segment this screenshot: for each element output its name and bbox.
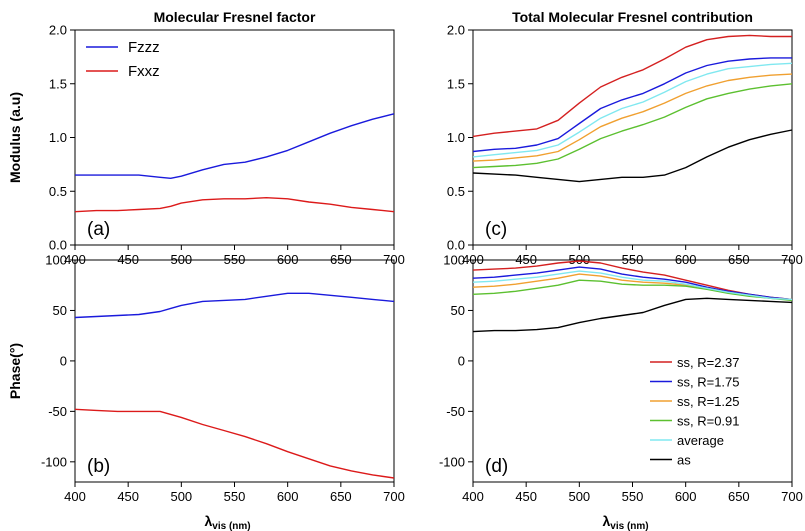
panel-label: (b) xyxy=(87,456,110,477)
y-tick-label: 0 xyxy=(458,353,465,368)
x-tick-label: 450 xyxy=(117,489,139,504)
series-line-c-4 xyxy=(472,62,793,158)
plot-frame xyxy=(74,259,395,483)
plot-frame xyxy=(472,29,793,246)
y-tick-label: 0.0 xyxy=(447,238,465,253)
series-line-c-0 xyxy=(472,34,792,138)
x-tick-label: 400 xyxy=(64,489,86,504)
y-tick-label: 1.5 xyxy=(49,76,67,91)
legend-label: Fxxz xyxy=(128,63,160,80)
series-line-b-1 xyxy=(74,408,395,479)
y-tick-label: 50 xyxy=(451,303,465,318)
series-line-d-4 xyxy=(472,270,793,301)
panel-label: (c) xyxy=(485,219,507,240)
plot-frame xyxy=(74,29,395,246)
y-tick-label: 0.0 xyxy=(49,238,67,253)
x-tick-label: 650 xyxy=(330,489,352,504)
x-tick-label: 600 xyxy=(675,489,697,504)
y-axis-label: Modulus (a.u) xyxy=(7,92,23,183)
legend-label: as xyxy=(677,453,691,468)
panel-d: -100 -50 0 50 100 400 450 500 550 600 650 700 (d) λvi… xyxy=(439,253,803,531)
series-line-d-5 xyxy=(472,297,793,333)
panel-label: (d) xyxy=(485,456,508,477)
chart-title: Molecular Fresnel factor xyxy=(154,9,316,25)
x-axis-label-main: λ xyxy=(205,513,213,529)
x-axis-label-sub: vis (nm) xyxy=(212,521,250,531)
legend-label: ss, R=1.75 xyxy=(677,375,740,390)
x-tick-label: 550 xyxy=(224,489,246,504)
panel-b: -100 -50 0 50 100 400 450 500 550 600 650 700 (b) Pha… xyxy=(7,253,405,531)
y-tick-label: -50 xyxy=(48,404,67,419)
y-tick-label: 0.5 xyxy=(447,184,465,199)
legend-label: Fzzz xyxy=(128,39,160,56)
x-tick-label: 500 xyxy=(170,489,192,504)
y-tick-label: 2.0 xyxy=(49,23,67,38)
y-tick-label: 50 xyxy=(53,303,67,318)
panel-label: (a) xyxy=(87,219,110,240)
x-tick-label: 550 xyxy=(622,489,644,504)
series-line-b-0 xyxy=(74,292,395,319)
legend-label: ss, R=0.91 xyxy=(677,414,740,429)
x-axis-label-sub: vis (nm) xyxy=(610,521,648,531)
x-tick-label: 650 xyxy=(728,489,750,504)
x-tick-label: 700 xyxy=(781,489,803,504)
y-tick-label: 2.0 xyxy=(447,23,465,38)
series-line-d-1 xyxy=(472,266,793,301)
legend-label: ss, R=1.25 xyxy=(677,394,740,409)
series-line-c-2 xyxy=(472,73,793,162)
x-tick-label: 450 xyxy=(515,489,537,504)
series-line-a-0 xyxy=(75,113,395,180)
series-line-c-3 xyxy=(472,83,793,169)
series-line-c-1 xyxy=(472,57,792,153)
y-tick-label: 100 xyxy=(45,253,67,268)
x-axis-label: λvis (nm) xyxy=(205,513,251,531)
y-tick-label: 1.0 xyxy=(447,130,465,145)
y-tick-label: 100 xyxy=(443,253,465,268)
legend-label: ss, R=2.37 xyxy=(677,355,740,370)
y-tick-label: 0.5 xyxy=(49,184,67,199)
legend-label: average xyxy=(677,433,724,448)
series-line-a-1 xyxy=(74,196,395,213)
x-tick-label: 700 xyxy=(383,489,405,504)
chart-title: Total Molecular Fresnel contribution xyxy=(512,9,753,25)
y-tick-label: -100 xyxy=(439,454,465,469)
y-tick-label: 1.5 xyxy=(447,76,465,91)
series-line-d-3 xyxy=(472,279,793,302)
y-tick-label: -100 xyxy=(41,454,67,469)
y-tick-label: 1.0 xyxy=(49,130,67,145)
y-tick-label: -50 xyxy=(446,404,465,419)
x-axis-label: λvis (nm) xyxy=(603,513,649,531)
y-axis-label: Phase(°) xyxy=(7,343,23,399)
series-line-c-5 xyxy=(472,129,793,183)
x-tick-label: 400 xyxy=(462,489,484,504)
x-tick-label: 500 xyxy=(568,489,590,504)
y-tick-label: 0 xyxy=(60,353,67,368)
x-tick-label: 600 xyxy=(277,489,299,504)
x-axis-label-main: λ xyxy=(603,513,611,529)
